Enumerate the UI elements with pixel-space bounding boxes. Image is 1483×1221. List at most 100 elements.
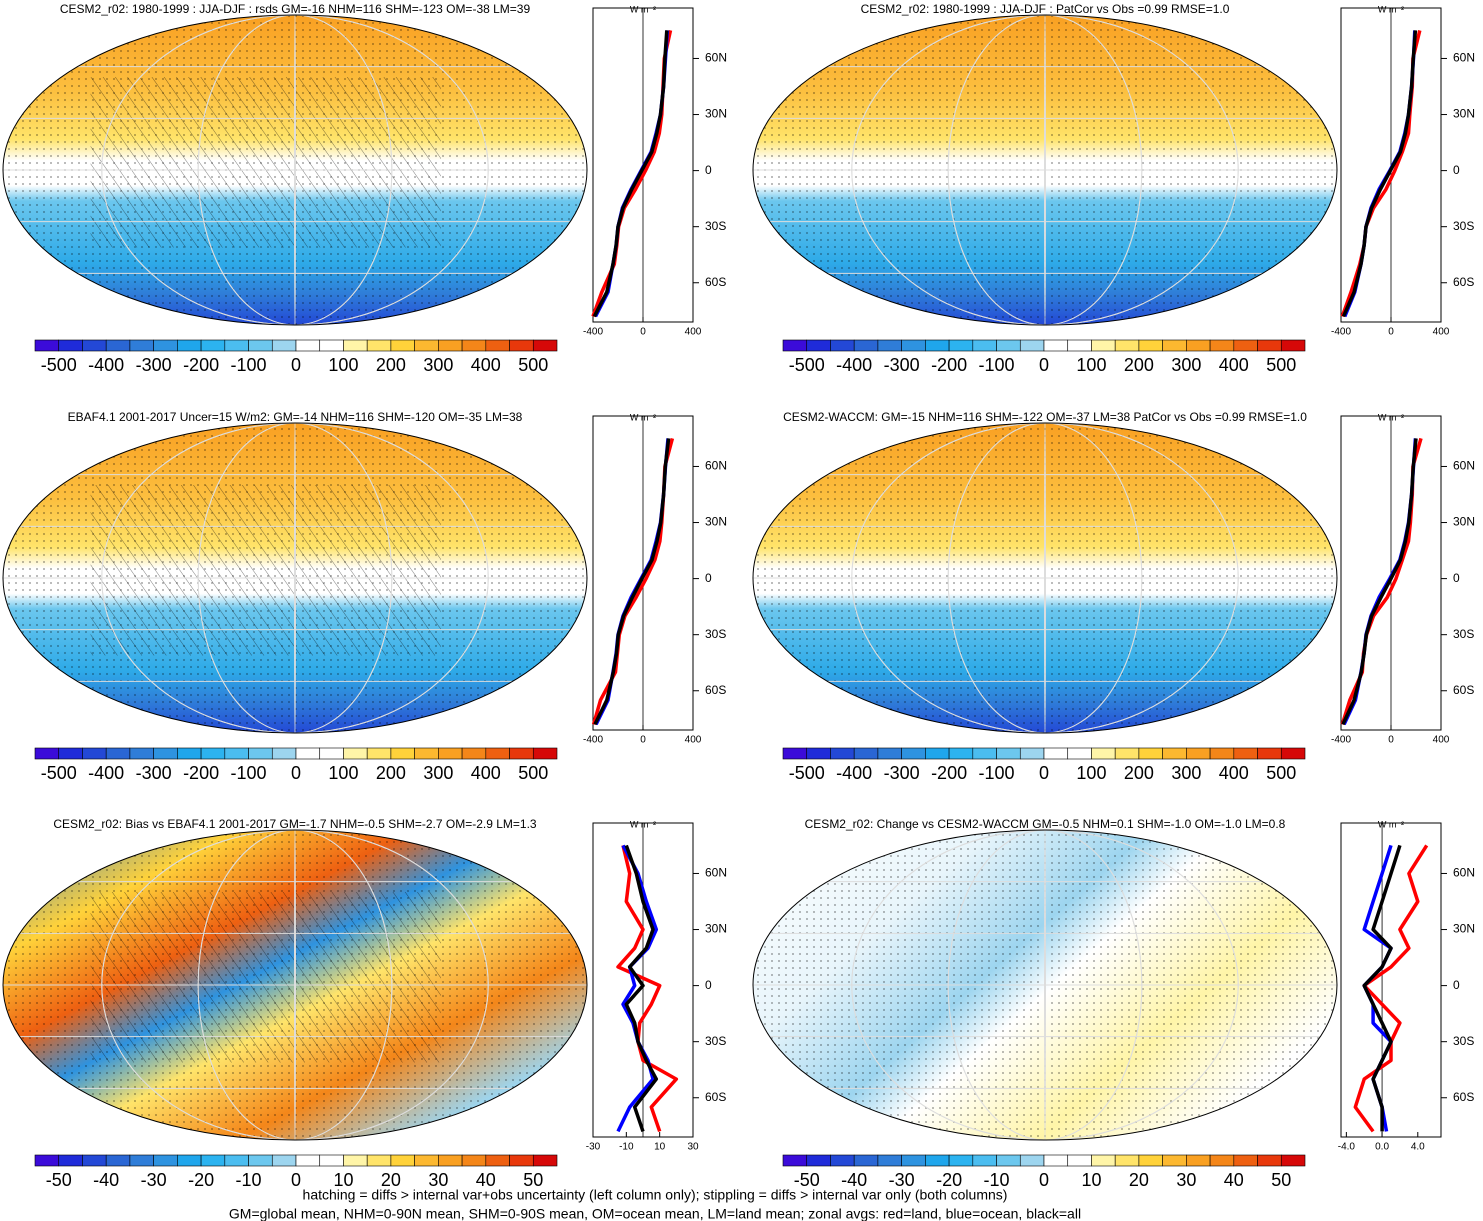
colorbar-box: [1019, 339, 1045, 352]
colorbar-label: -100: [979, 355, 1015, 375]
map-meridian: [101, 830, 489, 1140]
y-tick-label: 30N: [705, 922, 727, 936]
colorbar-label: 40: [1224, 1170, 1244, 1190]
colorbar-label: -500: [789, 355, 825, 375]
colorbar-box: [295, 747, 321, 760]
map-meridian: [1044, 15, 1046, 325]
colorbar-label: 10: [1081, 1170, 1101, 1190]
colorbar-box: [1067, 1154, 1092, 1167]
y-tick-label: 30S: [1453, 627, 1474, 641]
colorbar-label: -500: [41, 763, 77, 783]
y-tick-label: 60N: [1453, 866, 1475, 880]
colorbar-box: [532, 1154, 558, 1167]
profile-line: [616, 844, 679, 1132]
colorbar-label: 200: [376, 763, 406, 783]
profile-line: [593, 30, 670, 318]
panel-title: EBAF4.1 2001-2017 Uncer=15 W/m2: GM=-14 …: [68, 410, 523, 424]
colorbar-box: [153, 339, 178, 352]
colorbar-label: -300: [136, 763, 172, 783]
footer-note: GM=global mean, NHM=0-90N mean, SHM=0-90…: [229, 1206, 1081, 1221]
colorbar-box: [271, 1154, 297, 1167]
colorbar-label: -500: [41, 355, 77, 375]
colorbar-box: [58, 1154, 83, 1167]
x-tick-label: -400: [1331, 735, 1351, 746]
colorbar-label: 300: [1171, 763, 1201, 783]
colorbar-box: [105, 1154, 131, 1167]
y-tick-label: 60S: [1453, 683, 1474, 697]
colorbar-box: [972, 747, 997, 760]
panel-title: CESM2_r02: Change vs CESM2-WACCM GM=-0.5…: [805, 817, 1286, 831]
colorbar-box: [806, 1154, 831, 1167]
colorbar-box: [1114, 339, 1140, 352]
colorbar-box: [1114, 1154, 1140, 1167]
colorbar-label: -20: [188, 1170, 214, 1190]
map: [3, 15, 587, 325]
colorbar-label: -400: [88, 763, 124, 783]
x-tick-label: 0: [1388, 327, 1394, 338]
colorbar-box: [925, 747, 950, 760]
colorbar-label: 300: [423, 763, 453, 783]
colorbar-label: -10: [236, 1170, 262, 1190]
colorbar-label: 0: [291, 1170, 301, 1190]
colorbar-label: 100: [1076, 355, 1106, 375]
map-outline: [2, 14, 588, 326]
colorbar-box: [1186, 1154, 1211, 1167]
colorbar-box: [853, 747, 879, 760]
colorbar-box: [414, 747, 439, 760]
map-outline: [752, 14, 1338, 326]
colorbar-box: [461, 339, 487, 352]
map-meridian: [294, 15, 296, 325]
panel-title: CESM2-WACCM: GM=-15 NHM=116 SHM=-122 OM=…: [783, 410, 1307, 424]
colorbar-box: [1162, 747, 1187, 760]
colorbar-box: [153, 1154, 178, 1167]
colorbar-label: 20: [381, 1170, 401, 1190]
profile-line: [591, 437, 675, 725]
profile-unit: W m⁻²: [1378, 819, 1404, 829]
footer-note: hatching = diffs > internal var+obs unce…: [303, 1187, 1008, 1203]
colorbar-box: [877, 1154, 902, 1167]
colorbar-box: [996, 339, 1021, 352]
colorbar-box: [129, 339, 154, 352]
colorbar-box: [1162, 1154, 1187, 1167]
map-meridian: [947, 423, 1143, 733]
colorbar-box: [366, 747, 392, 760]
colorbar-label: 20: [1129, 1170, 1149, 1190]
y-tick-label: 30N: [705, 515, 727, 529]
colorbar-box: [782, 339, 808, 352]
y-tick-label: 60N: [1453, 51, 1475, 65]
colorbar-box: [1138, 1154, 1163, 1167]
colorbar-box: [782, 1154, 808, 1167]
map-meridian: [947, 830, 1143, 1140]
colorbar-label: 10: [333, 1170, 353, 1190]
colorbar-label: 0: [1039, 355, 1049, 375]
colorbar-box: [782, 747, 808, 760]
colorbar-box: [948, 339, 974, 352]
colorbar-box: [996, 747, 1021, 760]
colorbar-box: [1114, 747, 1140, 760]
y-tick-label: 60S: [705, 275, 726, 289]
colorbar-box: [1019, 1154, 1045, 1167]
colorbar-label: 500: [518, 763, 548, 783]
y-tick-label: 0: [705, 978, 712, 992]
colorbar-box: [319, 339, 344, 352]
colorbar-box: [82, 747, 107, 760]
colorbar-label: -300: [136, 355, 172, 375]
colorbar-label: 40: [476, 1170, 496, 1190]
colorbar-box: [1138, 339, 1163, 352]
colorbar-label: -100: [979, 763, 1015, 783]
colorbar-box: [1043, 339, 1069, 352]
colorbar-box: [390, 1154, 415, 1167]
map-meridian: [197, 423, 393, 733]
colorbar-box: [1233, 339, 1258, 352]
y-tick-label: 0: [1453, 571, 1460, 585]
colorbar-box: [925, 1154, 950, 1167]
colorbar-label: 400: [471, 355, 501, 375]
x-tick-label: 0: [1388, 735, 1394, 746]
colorbar-box: [200, 747, 226, 760]
profile-line: [592, 30, 669, 318]
colorbar-label: -200: [183, 355, 219, 375]
panel-title: CESM2_r02: 1980-1999 : JJA-DJF : rsds GM…: [60, 2, 531, 16]
profile-line: [591, 30, 673, 317]
colorbar-label: -30: [889, 1170, 915, 1190]
colorbar-label: 0: [1039, 1170, 1049, 1190]
